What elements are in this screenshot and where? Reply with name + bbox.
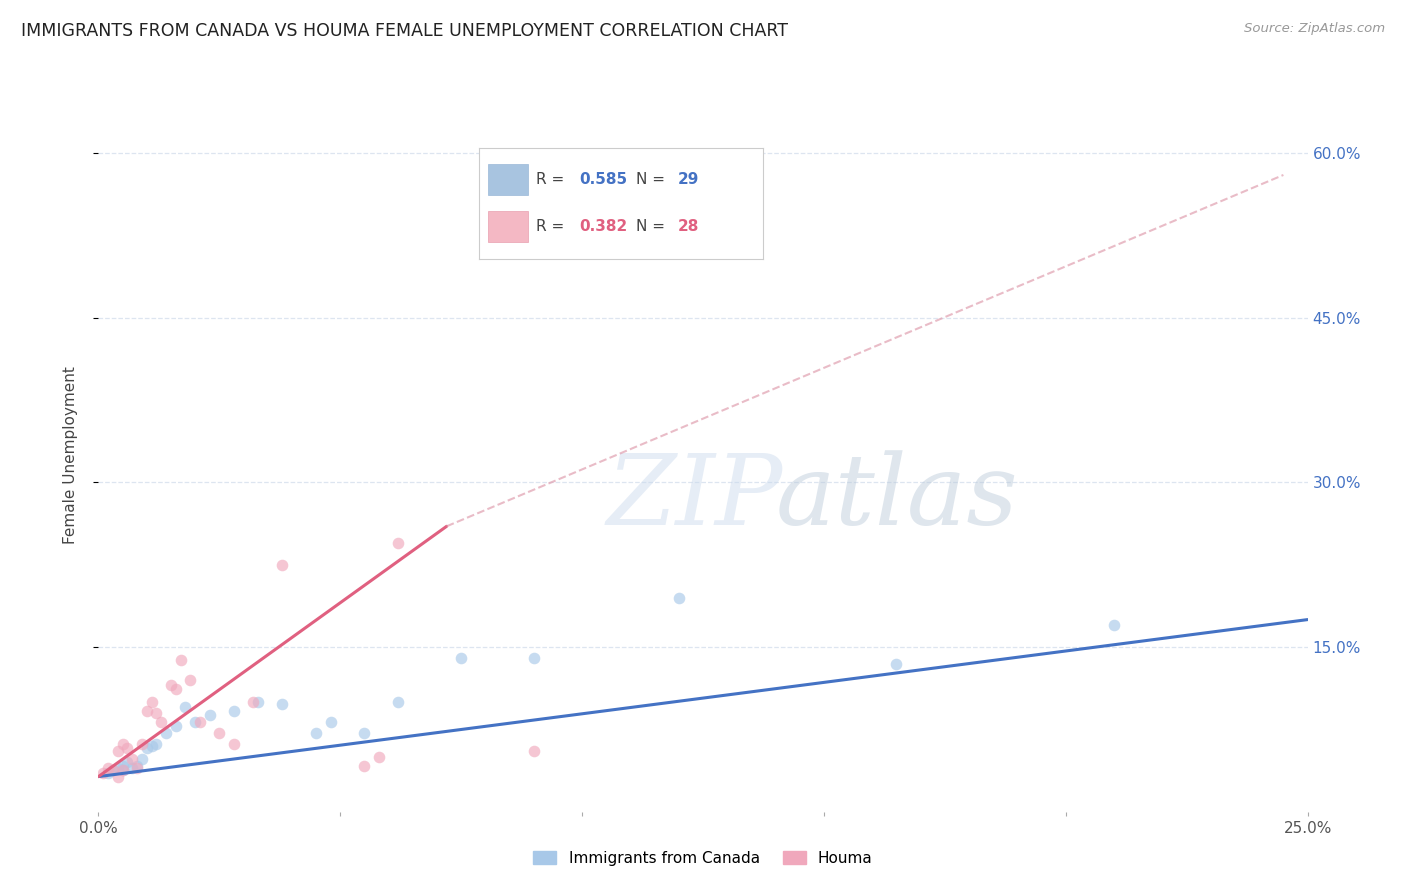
Point [107,770,129,784]
Point [387,695,409,709]
Point [247,695,270,709]
Point [387,535,409,549]
Point [111,763,134,777]
Point [368,749,391,764]
Point [141,739,163,753]
Point [117,756,139,770]
Text: Source: ZipAtlas.com: Source: ZipAtlas.com [1244,22,1385,36]
Point [184,714,207,729]
Point [131,737,153,751]
Point [242,695,264,709]
Text: IMMIGRANTS FROM CANADA VS HOUMA FEMALE UNEMPLOYMENT CORRELATION CHART: IMMIGRANTS FROM CANADA VS HOUMA FEMALE U… [21,22,789,40]
Point [150,714,173,729]
Point [160,678,183,692]
Point [165,681,187,696]
Point [135,741,157,756]
Point [107,744,129,758]
Point [135,704,157,718]
Point [91,766,114,780]
Point [121,752,143,766]
Point [131,752,153,766]
Point [155,725,177,739]
Point [886,657,908,671]
Point [101,763,124,777]
Point [101,763,124,777]
Point [107,761,129,775]
Point [127,761,149,775]
Point [271,697,294,711]
Text: ZIP: ZIP [606,450,783,545]
Point [97,766,120,780]
Point [111,763,134,777]
Point [523,744,546,758]
Point [111,758,134,772]
Point [319,714,342,729]
Point [668,591,690,605]
Point [179,673,201,687]
Legend: Immigrants from Canada, Houma: Immigrants from Canada, Houma [527,845,879,871]
Point [165,719,187,733]
Point [208,725,231,739]
Point [169,653,191,667]
Point [121,761,143,775]
Point [450,651,472,665]
Point [188,714,211,729]
Point [174,700,197,714]
Point [145,706,167,720]
Text: atlas: atlas [776,450,1018,545]
Point [117,741,139,756]
Point [141,695,163,709]
Point [145,737,167,751]
Point [353,758,375,772]
Point [271,558,294,572]
Point [111,737,134,751]
Point [222,737,245,751]
Point [97,761,120,775]
Point [127,758,149,772]
Y-axis label: Female Unemployment: Female Unemployment [63,366,77,544]
Point [353,725,375,739]
Point [305,725,328,739]
Point [523,651,546,665]
Point [198,708,221,723]
Point [1102,618,1125,632]
Point [222,704,245,718]
